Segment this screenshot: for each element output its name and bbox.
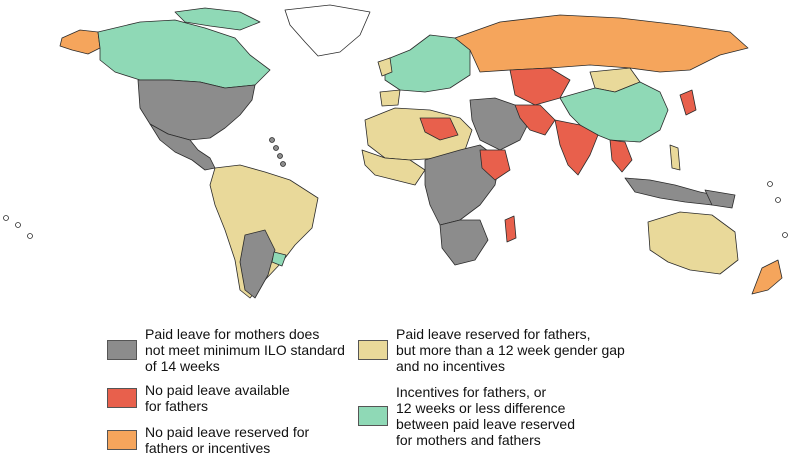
region-central-africa xyxy=(424,144,501,226)
world-map xyxy=(3,4,788,299)
region-alaska xyxy=(59,29,101,55)
region-uk xyxy=(377,57,393,77)
legend-item-orange: No paid leave reserved for fathers or in… xyxy=(107,424,309,456)
legend-swatch-teal xyxy=(358,406,388,426)
region-europe xyxy=(384,34,471,93)
legend-swatch-orange xyxy=(107,430,137,450)
region-uruguay xyxy=(271,251,287,267)
region-caribbean xyxy=(273,145,279,151)
region-caribbean xyxy=(277,153,283,159)
region-southern-cone xyxy=(239,229,276,299)
region-new-zealand xyxy=(751,259,783,295)
region-southeast-asia xyxy=(609,139,633,173)
region-india xyxy=(554,119,599,176)
region-west-africa xyxy=(361,149,426,186)
region-iberia xyxy=(379,89,401,107)
region-pacific-islands xyxy=(767,181,773,187)
legend-label-beige: Paid leave reserved for fathers, but mor… xyxy=(396,326,625,374)
region-east-africa xyxy=(479,149,511,181)
region-caribbean xyxy=(269,137,275,143)
region-australia xyxy=(647,211,739,275)
region-pacific-islands xyxy=(27,233,33,239)
region-iran xyxy=(514,104,556,136)
region-arctic-islands xyxy=(174,7,261,31)
legend-item-red: No paid leave available for fathers xyxy=(107,382,290,414)
legend-label-red: No paid leave available for fathers xyxy=(145,382,290,414)
legend-swatch-red xyxy=(107,388,137,408)
region-madagascar xyxy=(504,215,517,243)
region-russia xyxy=(454,14,749,73)
region-pacific-islands xyxy=(775,197,781,203)
legend-label-teal: Incentives for fathers, or 12 weeks or l… xyxy=(396,384,576,448)
region-central-north-africa xyxy=(419,117,459,141)
region-pacific-islands xyxy=(3,215,9,221)
region-southern-africa xyxy=(439,219,489,266)
region-canada xyxy=(97,19,271,89)
legend-item-gray: Paid leave for mothers does not meet min… xyxy=(107,326,345,374)
legend-item-teal: Incentives for fathers, or 12 weeks or l… xyxy=(358,384,575,448)
region-greenland xyxy=(284,4,371,57)
legend-label-orange: No paid leave reserved for fathers or in… xyxy=(145,424,310,456)
region-pacific-islands xyxy=(15,222,21,228)
legend-swatch-gray xyxy=(107,340,137,360)
legend-label-gray: Paid leave for mothers does not meet min… xyxy=(145,326,345,374)
legend-item-beige: Paid leave reserved for fathers, but mor… xyxy=(358,326,625,374)
region-japan xyxy=(679,89,697,116)
region-philippines xyxy=(669,144,681,171)
region-middle-east xyxy=(469,97,531,151)
region-papua xyxy=(704,189,736,209)
region-pacific-islands xyxy=(782,232,788,238)
region-caribbean xyxy=(280,161,286,167)
legend-swatch-beige xyxy=(358,340,388,360)
